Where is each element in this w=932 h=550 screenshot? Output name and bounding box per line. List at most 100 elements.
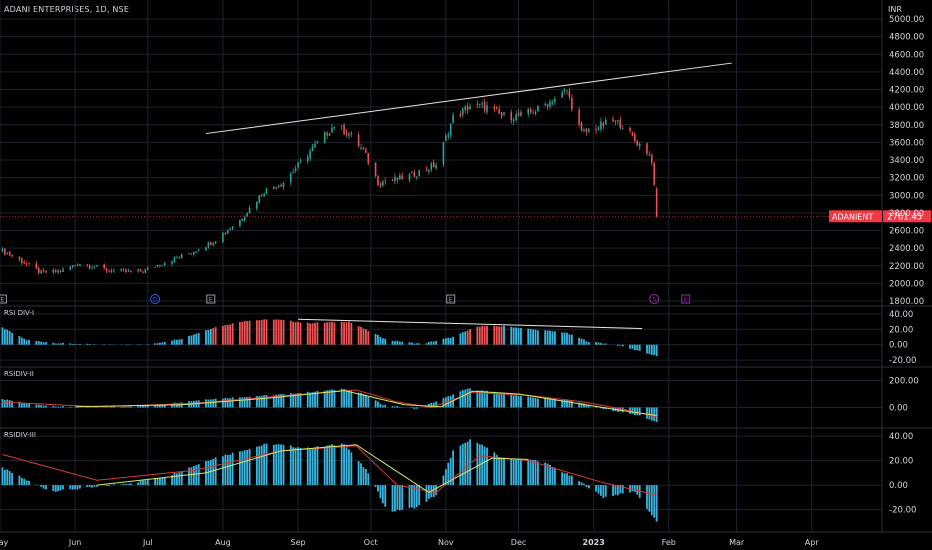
histogram-bar xyxy=(289,445,292,486)
histogram-bar xyxy=(551,399,554,408)
histogram-bar xyxy=(331,389,333,408)
histogram-bar xyxy=(246,397,249,408)
histogram-bar xyxy=(498,326,501,345)
histogram-bar xyxy=(549,398,551,408)
histogram-bar xyxy=(621,344,624,347)
histogram-bar xyxy=(20,477,23,486)
histogram-bar xyxy=(156,478,159,486)
histogram-bar xyxy=(444,469,447,486)
histogram-bar xyxy=(631,344,634,349)
candle-body xyxy=(197,250,200,252)
histogram-bar xyxy=(3,469,6,486)
histogram-bar xyxy=(62,406,64,408)
histogram-bar xyxy=(159,404,161,408)
histogram-bar xyxy=(650,344,653,355)
candle-body xyxy=(62,268,64,272)
histogram-bar xyxy=(129,483,132,486)
histogram-bar xyxy=(483,446,486,486)
candle-body xyxy=(544,104,546,105)
histogram-bar xyxy=(350,390,353,408)
histogram-bar xyxy=(25,340,28,345)
histogram-bar xyxy=(512,459,515,486)
histogram-bar xyxy=(648,407,651,420)
histogram-bar xyxy=(381,485,384,504)
x-tick-label: Apr xyxy=(805,538,820,547)
histogram-bar xyxy=(563,473,566,486)
histogram-bar xyxy=(411,485,413,508)
histogram-bar xyxy=(636,344,639,351)
y-tick-label: 40.00 xyxy=(889,310,913,320)
candle-body xyxy=(435,164,437,169)
histogram-bar xyxy=(512,395,515,408)
histogram-bar xyxy=(551,466,554,486)
histogram-bar xyxy=(188,335,190,345)
histogram-bar xyxy=(54,485,57,492)
histogram-bar xyxy=(258,320,261,345)
histogram-bar xyxy=(503,325,505,345)
histogram-bar xyxy=(503,457,505,486)
histogram-bar xyxy=(633,344,636,351)
candle-body xyxy=(282,182,285,187)
histogram-bar xyxy=(631,485,634,492)
histogram-bar xyxy=(243,397,246,408)
histogram-bar xyxy=(277,444,280,486)
histogram-bar xyxy=(328,389,331,408)
histogram-bar xyxy=(629,344,631,349)
candle-body xyxy=(18,256,21,260)
labels-layer: May Jun Jul Aug Sep Oct Nov Dec 2023 Feb Mar Apr 180… xyxy=(0,15,924,547)
histogram-bar xyxy=(69,406,72,408)
histogram-bar xyxy=(650,407,653,421)
histogram-bar xyxy=(391,406,394,408)
histogram-bar xyxy=(282,320,285,345)
histogram-bar xyxy=(379,337,382,345)
histogram-bar xyxy=(425,343,428,345)
histogram-bar xyxy=(314,447,316,486)
candle-body xyxy=(350,133,353,134)
candle-body xyxy=(154,267,156,268)
candle-body xyxy=(588,129,590,132)
histogram-bar xyxy=(401,341,404,345)
candle-body xyxy=(382,181,384,186)
histogram-bar xyxy=(161,477,164,486)
histogram-bar xyxy=(188,467,190,486)
histogram-bar xyxy=(483,390,486,408)
candle-body xyxy=(619,119,622,129)
histogram-bar xyxy=(604,343,607,345)
candle-body xyxy=(563,90,566,92)
histogram-bar xyxy=(396,485,399,510)
histogram-bar xyxy=(314,322,316,345)
histogram-bar xyxy=(122,406,125,408)
candle-body xyxy=(503,112,505,115)
candle-body xyxy=(583,130,585,132)
histogram-bar xyxy=(246,450,249,486)
histogram-bar xyxy=(255,446,258,486)
candle-body xyxy=(103,264,105,269)
price-tick-label: 3200.00 xyxy=(889,174,924,184)
candle-body xyxy=(348,133,350,136)
histogram-bar xyxy=(537,461,539,486)
candle-body xyxy=(42,270,45,272)
histogram-bar xyxy=(464,442,467,486)
histogram-bar xyxy=(88,485,91,487)
candle-body xyxy=(120,269,122,271)
histogram-bar xyxy=(1,399,4,408)
candle-body xyxy=(35,263,38,269)
x-tick-label: Jul xyxy=(142,538,153,547)
histogram-bar xyxy=(297,322,299,345)
histogram-bar xyxy=(452,450,455,486)
histogram-bar xyxy=(537,330,539,345)
histogram-bar xyxy=(192,466,195,486)
histogram-bar xyxy=(638,407,641,416)
histogram-bar xyxy=(646,407,648,419)
histogram-bar xyxy=(655,344,658,357)
candle-body xyxy=(445,135,447,141)
histogram-bar xyxy=(79,343,81,345)
candle-body xyxy=(621,128,624,130)
histogram-bar xyxy=(638,344,641,351)
histogram-bar xyxy=(619,485,622,494)
histogram-bar xyxy=(35,340,38,345)
histogram-bar xyxy=(79,485,81,489)
candle-body xyxy=(256,201,258,209)
histogram-bar xyxy=(280,319,282,345)
